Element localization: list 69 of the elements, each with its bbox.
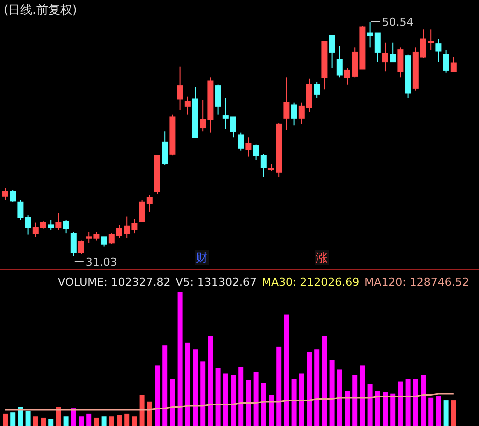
bar xyxy=(444,400,449,426)
annotation: 涨 xyxy=(316,251,328,265)
bar xyxy=(451,400,456,426)
annotation: 财 xyxy=(196,251,208,265)
bar xyxy=(337,370,342,426)
bar xyxy=(170,379,176,426)
annotation: 31.03 xyxy=(86,256,118,269)
bar xyxy=(368,384,373,426)
bar xyxy=(102,416,107,426)
annotation: 50.54 xyxy=(382,16,414,29)
bar xyxy=(390,394,396,426)
bar xyxy=(375,391,380,426)
bar xyxy=(406,379,411,426)
bar xyxy=(276,346,282,426)
bar xyxy=(193,350,198,426)
bar xyxy=(330,360,335,426)
bar xyxy=(208,336,214,426)
bar xyxy=(284,314,290,426)
text: V5: 131302.67 xyxy=(176,276,257,289)
bar xyxy=(421,375,426,426)
bar xyxy=(314,350,320,426)
bar xyxy=(246,380,252,426)
bar xyxy=(322,336,328,426)
bar xyxy=(398,382,404,426)
bar xyxy=(109,416,114,426)
bar xyxy=(79,416,84,426)
bar xyxy=(48,419,54,426)
bar xyxy=(428,398,434,426)
bar xyxy=(223,374,228,426)
bar xyxy=(124,414,130,426)
bar xyxy=(86,414,92,426)
bar xyxy=(155,366,160,426)
bar xyxy=(413,379,418,426)
bar xyxy=(216,368,221,426)
bar xyxy=(3,414,8,426)
bar xyxy=(117,415,122,426)
bar xyxy=(200,362,206,426)
text: MA30: 212026.69 xyxy=(262,276,360,289)
bar xyxy=(18,407,24,426)
bar xyxy=(185,342,190,426)
bar xyxy=(26,411,31,426)
bar xyxy=(147,402,152,426)
bar xyxy=(178,292,183,426)
bar xyxy=(56,407,62,426)
bar xyxy=(140,395,145,426)
text: MA120: 128746.52 xyxy=(364,276,470,289)
bar xyxy=(436,396,442,426)
bar xyxy=(162,346,168,426)
bar xyxy=(383,392,388,426)
bar xyxy=(360,366,366,426)
chart-title: (日线.前复权) xyxy=(4,3,78,17)
bar xyxy=(345,391,350,426)
bar xyxy=(307,352,312,426)
bar xyxy=(94,418,100,426)
bar xyxy=(132,416,138,426)
bar xyxy=(269,395,274,426)
bar xyxy=(292,379,297,426)
bar xyxy=(352,375,358,426)
bar xyxy=(231,375,236,426)
bar xyxy=(261,383,266,426)
text: VOLUME: 102327.82 xyxy=(58,276,171,289)
bar xyxy=(41,418,46,426)
bar xyxy=(71,408,76,426)
bar xyxy=(299,374,304,426)
bar xyxy=(33,416,38,426)
bar xyxy=(238,367,244,426)
bar xyxy=(254,372,259,426)
bar xyxy=(64,416,69,426)
bar xyxy=(10,412,16,426)
